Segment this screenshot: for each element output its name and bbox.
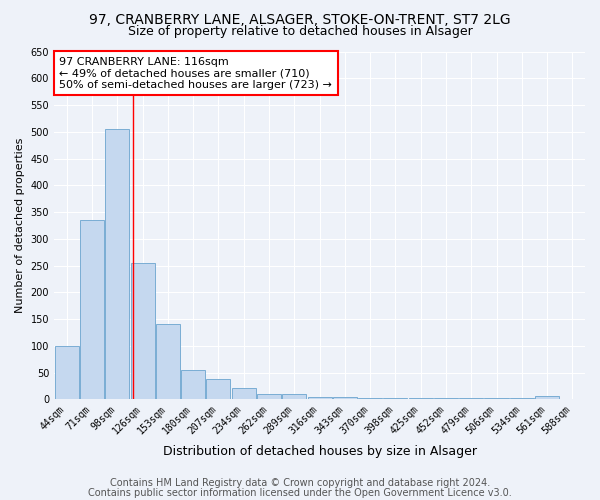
Y-axis label: Number of detached properties: Number of detached properties <box>15 138 25 313</box>
Bar <box>308 396 332 400</box>
Bar <box>358 398 382 400</box>
Bar <box>333 396 357 400</box>
Bar <box>232 388 256 400</box>
Text: Contains HM Land Registry data © Crown copyright and database right 2024.: Contains HM Land Registry data © Crown c… <box>110 478 490 488</box>
Bar <box>55 346 79 400</box>
Bar <box>535 396 559 400</box>
Text: Contains public sector information licensed under the Open Government Licence v3: Contains public sector information licen… <box>88 488 512 498</box>
Text: Size of property relative to detached houses in Alsager: Size of property relative to detached ho… <box>128 25 472 38</box>
Bar <box>282 394 306 400</box>
Bar <box>383 398 407 400</box>
X-axis label: Distribution of detached houses by size in Alsager: Distribution of detached houses by size … <box>163 444 476 458</box>
Bar <box>131 263 155 400</box>
Bar <box>484 398 509 400</box>
Bar <box>257 394 281 400</box>
Bar <box>206 379 230 400</box>
Bar <box>105 129 129 400</box>
Bar <box>434 398 458 400</box>
Bar <box>510 398 534 400</box>
Bar <box>181 370 205 400</box>
Text: 97, CRANBERRY LANE, ALSAGER, STOKE-ON-TRENT, ST7 2LG: 97, CRANBERRY LANE, ALSAGER, STOKE-ON-TR… <box>89 12 511 26</box>
Bar <box>409 398 433 400</box>
Text: 97 CRANBERRY LANE: 116sqm
← 49% of detached houses are smaller (710)
50% of semi: 97 CRANBERRY LANE: 116sqm ← 49% of detac… <box>59 56 332 90</box>
Bar <box>156 324 180 400</box>
Bar <box>80 220 104 400</box>
Bar <box>459 398 483 400</box>
